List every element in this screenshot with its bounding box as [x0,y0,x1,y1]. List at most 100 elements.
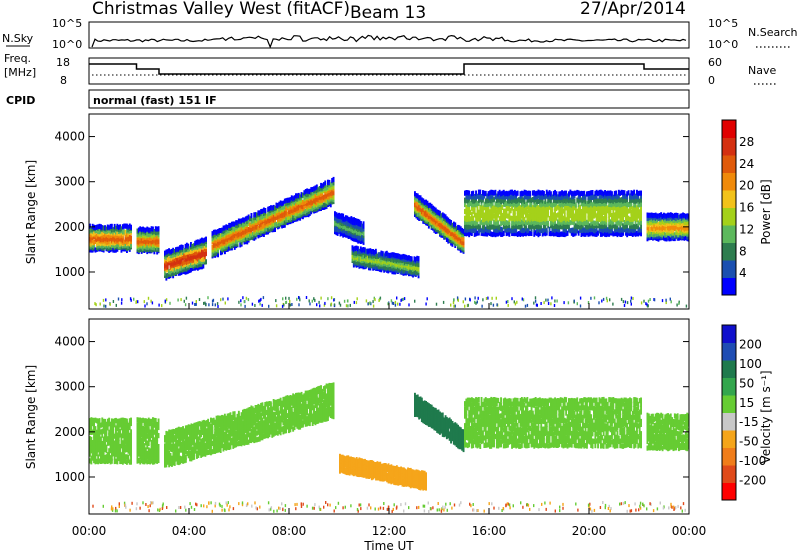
echo-cell [302,204,304,210]
echo-cell [658,225,661,231]
echo-cell [675,230,678,236]
echo-cell [552,220,555,226]
echo-cell [513,220,516,226]
echo-cell [295,206,297,212]
echo-cell [640,201,642,207]
echo-cell [191,248,194,254]
noise-pixel [251,302,254,306]
power-echoes [89,176,690,281]
echo-cell [544,205,547,211]
echo-cell [675,233,678,239]
echo-cell [97,440,100,446]
noise-pixel [240,299,242,303]
echo-cell [187,258,190,265]
echo-cell [609,211,612,217]
echo-cell [281,223,283,229]
echo-cell [430,218,433,224]
echo-cell [605,206,608,212]
echo-cell [106,232,109,238]
echo-cell [354,245,357,251]
echo-cell [93,451,95,457]
echo-cell [611,191,613,197]
echo-cell [638,209,641,215]
echo-cell [573,216,576,222]
echo-cell [392,269,395,275]
echo-cell [511,189,513,195]
echo-cell [683,226,686,232]
echo-cell [547,201,550,207]
echo-cell [157,226,160,232]
echo-cell [509,195,512,201]
echo-cell [486,213,489,219]
echo-cell [523,198,526,204]
echo-cell [89,447,91,453]
echo-cell [548,200,551,206]
echo-cell [538,209,541,215]
echo-cell [504,223,507,229]
echo-cell [231,224,233,230]
echo-cell [98,439,101,445]
echo-cell [472,194,475,200]
noise-pixel [208,303,210,307]
echo-cell [558,191,561,197]
echo-cell [511,205,513,211]
power-colorbar-swatch [722,137,736,156]
echo-cell [254,212,257,218]
echo-cell [473,212,476,218]
echo-cell [627,202,630,208]
echo-cell [568,198,570,204]
echo-cell [472,215,475,222]
echo-cell [536,223,538,229]
noise-pixel [369,301,371,305]
echo-cell [101,233,104,239]
echo-cell [593,220,595,226]
echo-cell [261,213,264,220]
echo-cell [117,224,120,231]
echo-cell [573,190,576,196]
echo-cell [590,212,593,218]
echo-cell [558,216,561,222]
echo-cell [669,217,672,223]
echo-cell [633,230,636,236]
noise-pixel [507,300,509,303]
echo-cell [283,204,286,210]
echo-cell [320,191,322,197]
echo-cell [408,262,410,268]
echo-cell [270,226,272,232]
echo-cell [540,224,543,230]
echo-cell [504,220,507,226]
echo-cell [636,223,638,229]
echo-cell [540,194,543,200]
echo-cell [113,226,116,232]
echo-cell [180,258,183,265]
echo-cell [619,228,622,234]
echo-cell [115,247,117,253]
noise-pixel [464,297,467,301]
echo-cell [497,231,500,237]
echo-cell [518,215,520,221]
echo-cell [272,226,275,233]
echo-cell [626,223,629,229]
echo-cell [516,231,519,237]
echo-cell [314,185,317,191]
echo-cell [346,221,349,227]
echo-cell [429,206,432,212]
echo-cell [487,227,490,233]
echo-cell [240,239,243,245]
echo-cell [276,207,279,214]
echo-cell [519,197,522,204]
echo-cell [617,201,620,207]
echo-cell [357,249,359,255]
echo-cell [313,202,315,208]
echo-cell [497,191,500,197]
echo-cell [624,216,627,222]
echo-cell [202,256,205,262]
echo-cell [545,228,548,234]
noise-pixel [550,302,552,306]
echo-cell [283,198,286,204]
echo-cell [637,205,640,211]
echo-cell [505,213,508,219]
echo-cell [416,196,419,203]
echo-cell [93,436,95,442]
